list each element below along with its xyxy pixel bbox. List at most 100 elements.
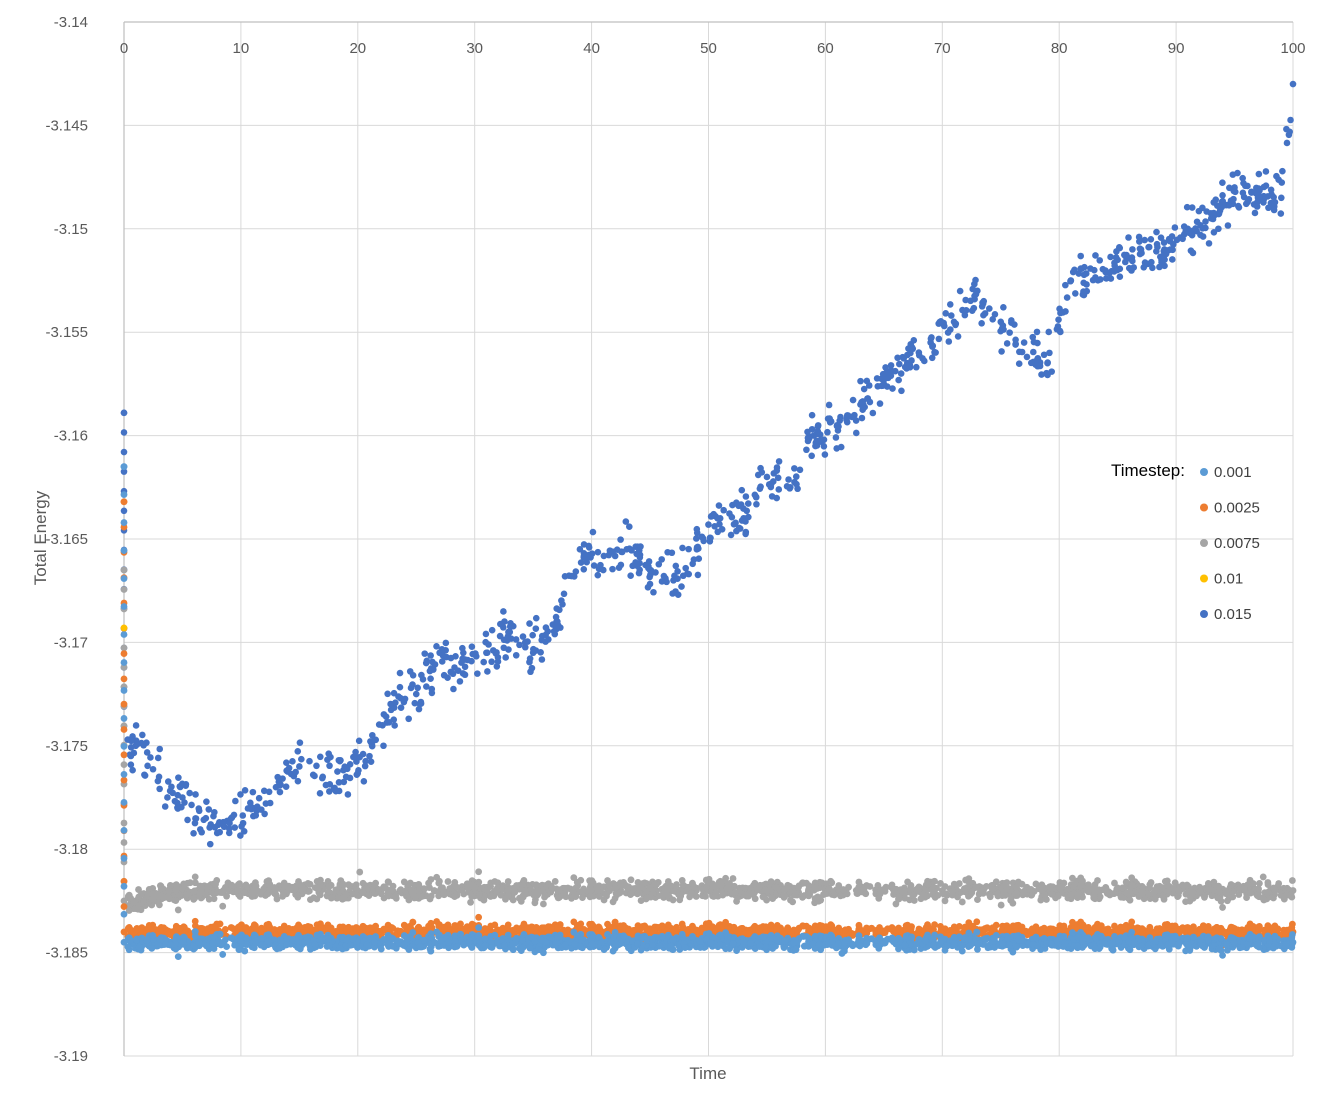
data-point <box>1153 228 1160 236</box>
data-point <box>344 791 352 798</box>
data-point <box>946 301 954 308</box>
data-point <box>1096 257 1104 264</box>
data-point <box>384 690 391 698</box>
data-point <box>1279 167 1286 175</box>
data-point <box>461 663 469 671</box>
data-point <box>1123 889 1131 897</box>
data-point <box>1068 891 1075 899</box>
data-point <box>140 897 148 905</box>
data-point <box>999 322 1007 329</box>
data-point <box>255 794 263 802</box>
data-point <box>206 840 214 848</box>
data-point <box>1128 874 1136 882</box>
data-point <box>172 897 180 905</box>
data-point <box>156 745 164 753</box>
data-point <box>980 311 987 319</box>
data-point <box>200 816 208 824</box>
data-point <box>356 868 364 876</box>
data-point <box>1126 896 1134 904</box>
data-point <box>961 311 969 319</box>
data-point <box>644 584 652 591</box>
data-point <box>854 888 862 896</box>
data-point <box>1125 234 1132 241</box>
data-point <box>1027 359 1035 367</box>
data-point <box>1210 228 1218 236</box>
data-point <box>973 918 981 926</box>
data-point <box>125 907 133 914</box>
data-point <box>529 631 536 639</box>
data-point <box>1007 895 1015 903</box>
data-point <box>537 649 544 656</box>
data-point <box>392 892 400 900</box>
data-point <box>794 485 801 493</box>
data-point <box>325 788 333 795</box>
data-point <box>127 744 135 751</box>
data-point <box>849 930 857 938</box>
data-point <box>480 658 488 666</box>
data-point <box>693 927 701 935</box>
data-point <box>1195 207 1203 215</box>
data-point <box>781 927 789 935</box>
data-point <box>1251 209 1259 217</box>
data-point <box>474 670 481 677</box>
data-point <box>276 788 284 796</box>
data-point <box>1136 245 1144 252</box>
data-point <box>216 828 223 836</box>
data-point <box>127 895 135 902</box>
data-point <box>166 882 174 889</box>
data-point <box>773 467 781 474</box>
data-point <box>663 578 670 586</box>
data-point <box>852 429 860 437</box>
data-point <box>120 566 128 574</box>
data-point <box>411 699 419 707</box>
data-point <box>1038 371 1045 378</box>
data-point <box>763 473 771 481</box>
data-point <box>1107 253 1114 261</box>
data-point <box>369 924 377 932</box>
data-point <box>1287 891 1295 899</box>
data-point <box>1000 304 1007 311</box>
data-point <box>947 326 954 333</box>
data-point <box>1254 198 1261 206</box>
data-point <box>997 901 1005 909</box>
data-point <box>390 716 398 723</box>
data-point <box>1152 927 1159 935</box>
data-point <box>195 807 203 815</box>
data-point <box>401 695 409 703</box>
data-point <box>369 881 377 889</box>
data-point <box>635 547 643 554</box>
data-point <box>356 925 363 933</box>
data-point <box>127 926 135 934</box>
data-point <box>292 768 299 776</box>
data-point <box>249 788 257 796</box>
data-point <box>298 755 305 763</box>
data-point <box>556 606 563 614</box>
data-point <box>120 819 128 827</box>
data-point <box>794 884 802 891</box>
data-point <box>613 546 621 554</box>
data-point <box>580 541 588 548</box>
data-point <box>1207 210 1215 217</box>
data-point <box>895 893 903 901</box>
data-point <box>990 924 998 932</box>
data-point <box>590 562 598 569</box>
data-point <box>1092 274 1099 281</box>
data-point <box>120 498 128 506</box>
data-point <box>910 897 918 904</box>
data-point <box>788 929 796 937</box>
data-point <box>120 603 128 610</box>
data-point <box>291 884 299 892</box>
data-point <box>1224 222 1232 229</box>
data-point <box>1006 329 1013 336</box>
data-point <box>181 799 188 806</box>
data-point <box>397 886 405 894</box>
data-point <box>863 882 870 889</box>
data-point <box>1267 186 1275 194</box>
data-point <box>876 890 884 898</box>
data-point <box>774 474 782 482</box>
data-point <box>144 890 152 898</box>
data-point <box>451 893 459 900</box>
data-point <box>1069 918 1076 926</box>
data-point <box>837 892 844 900</box>
